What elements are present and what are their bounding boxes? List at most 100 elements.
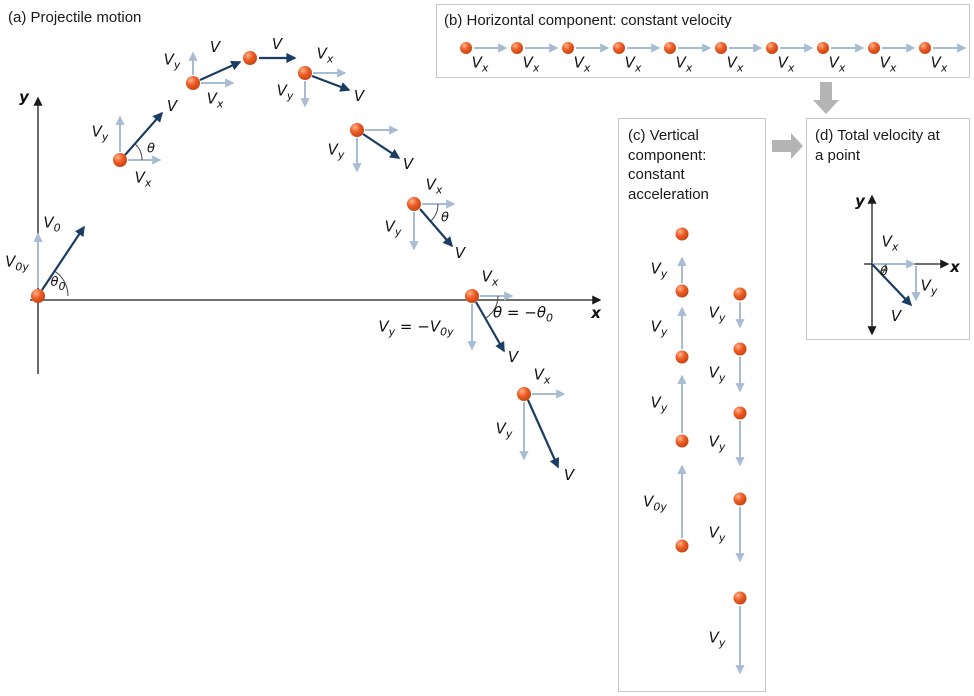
vx-label: Vx bbox=[675, 53, 693, 75]
v-label: V bbox=[890, 307, 902, 325]
projectile-ball bbox=[298, 66, 312, 80]
theta-arc bbox=[134, 143, 143, 161]
v-label: V bbox=[271, 35, 283, 53]
projectile-ball bbox=[715, 42, 727, 54]
v0-vector bbox=[41, 225, 85, 291]
projectile-ball bbox=[675, 350, 689, 364]
vx-label: Vx bbox=[828, 53, 846, 75]
v0y-label: V0y bbox=[5, 252, 29, 274]
projectile-ball bbox=[733, 591, 747, 605]
flow-arrow-right bbox=[772, 133, 803, 159]
vx-label: Vx bbox=[206, 89, 224, 111]
y-axis-label: y bbox=[19, 88, 29, 106]
projectile-ball bbox=[766, 42, 778, 54]
vx-label: Vx bbox=[726, 53, 744, 75]
panel-a-title: (a) Projectile motion bbox=[8, 9, 142, 26]
projectile-ball bbox=[613, 42, 625, 54]
projectile-ball bbox=[919, 42, 931, 54]
vy-label: Vy bbox=[650, 259, 668, 281]
v-vector bbox=[124, 111, 164, 156]
theta-arc bbox=[429, 203, 439, 223]
theta-equation-label: θ = −θ0 bbox=[492, 303, 554, 325]
v-label: V bbox=[507, 348, 519, 366]
vx-label: Vx bbox=[881, 232, 899, 254]
v-label: V bbox=[454, 244, 466, 262]
projectile-ball bbox=[31, 289, 45, 303]
flow-arrows bbox=[772, 82, 839, 159]
v-vector bbox=[362, 133, 401, 159]
panel-c-title: (c) Vertical component: constant acceler… bbox=[628, 127, 709, 203]
projectile-ball bbox=[817, 42, 829, 54]
projectile-ball bbox=[517, 387, 531, 401]
v-label: V bbox=[563, 466, 575, 484]
vy-label: Vy bbox=[650, 393, 668, 415]
theta0-arc bbox=[54, 270, 69, 297]
v-vector bbox=[871, 263, 913, 307]
panel-b-box bbox=[436, 4, 970, 78]
projectile-ball bbox=[733, 342, 747, 356]
vy-label: Vy bbox=[327, 140, 345, 162]
vy-label: Vy bbox=[650, 317, 668, 339]
theta-label: θ bbox=[147, 141, 155, 157]
projectile-ball bbox=[675, 434, 689, 448]
theta0-label: θ0 bbox=[50, 275, 66, 293]
v0-label: V0 bbox=[43, 213, 61, 235]
v-vector bbox=[419, 208, 453, 248]
panel-d-diagram bbox=[864, 194, 950, 336]
vy-label: Vy bbox=[708, 363, 726, 385]
vx-label: Vx bbox=[471, 53, 489, 75]
theta-label: θ bbox=[880, 264, 888, 280]
v-label: V bbox=[353, 87, 365, 105]
flow-arrow-down bbox=[813, 82, 839, 114]
projectile-ball bbox=[733, 287, 747, 301]
vx-label: Vx bbox=[481, 267, 499, 289]
vx-label: Vx bbox=[624, 53, 642, 75]
projectile-ball bbox=[113, 153, 127, 167]
y-axis-label: y bbox=[855, 192, 865, 210]
panel-c-diagram bbox=[675, 227, 747, 675]
vy-label: Vy bbox=[708, 432, 726, 454]
vy-label: Vy bbox=[495, 419, 513, 441]
vy-label: Vy bbox=[708, 303, 726, 325]
vx-label: Vx bbox=[425, 175, 443, 197]
vx-label: Vx bbox=[930, 53, 948, 75]
vx-label: Vx bbox=[134, 168, 152, 190]
v-vector bbox=[199, 60, 242, 82]
projectile-ball bbox=[511, 42, 523, 54]
vx-label: Vx bbox=[533, 365, 551, 387]
theta-label: θ bbox=[441, 210, 449, 226]
vy-label: Vy bbox=[91, 122, 109, 144]
vy-label: Vy bbox=[920, 276, 938, 298]
v-vector bbox=[311, 74, 351, 92]
vx-label: Vx bbox=[573, 53, 591, 75]
v-label: V bbox=[166, 97, 178, 115]
projectile-ball bbox=[733, 492, 747, 506]
v-vector bbox=[526, 399, 560, 469]
vx-label: Vx bbox=[522, 53, 540, 75]
x-axis-label: x bbox=[591, 304, 601, 322]
vx-label: Vx bbox=[777, 53, 795, 75]
projectile-ball bbox=[868, 42, 880, 54]
theta-arc bbox=[484, 295, 499, 319]
panel-b-title: (b) Horizontal component: constant veloc… bbox=[444, 12, 732, 29]
projectile-ball bbox=[675, 284, 689, 298]
x-axis-label: x bbox=[950, 258, 960, 276]
projectile-ball bbox=[562, 42, 574, 54]
panel-a-diagram bbox=[30, 51, 602, 469]
panel-d-box bbox=[806, 118, 970, 340]
vy-label: Vy bbox=[708, 523, 726, 545]
vy-label: Vy bbox=[384, 217, 402, 239]
vy-equation-label: Vy = −V0y bbox=[378, 317, 454, 339]
projectile-ball bbox=[675, 227, 689, 241]
theta-arc bbox=[881, 263, 887, 275]
vx-label: Vx bbox=[879, 53, 897, 75]
panel-b-diagram bbox=[460, 42, 967, 54]
v-label: V bbox=[209, 38, 221, 56]
projectile-ball bbox=[675, 539, 689, 553]
projectile-ball bbox=[243, 51, 257, 65]
projectile-ball bbox=[186, 76, 200, 90]
vy-label: Vy bbox=[708, 628, 726, 650]
panel-d-title: (d) Total velocity at a point bbox=[815, 127, 940, 164]
